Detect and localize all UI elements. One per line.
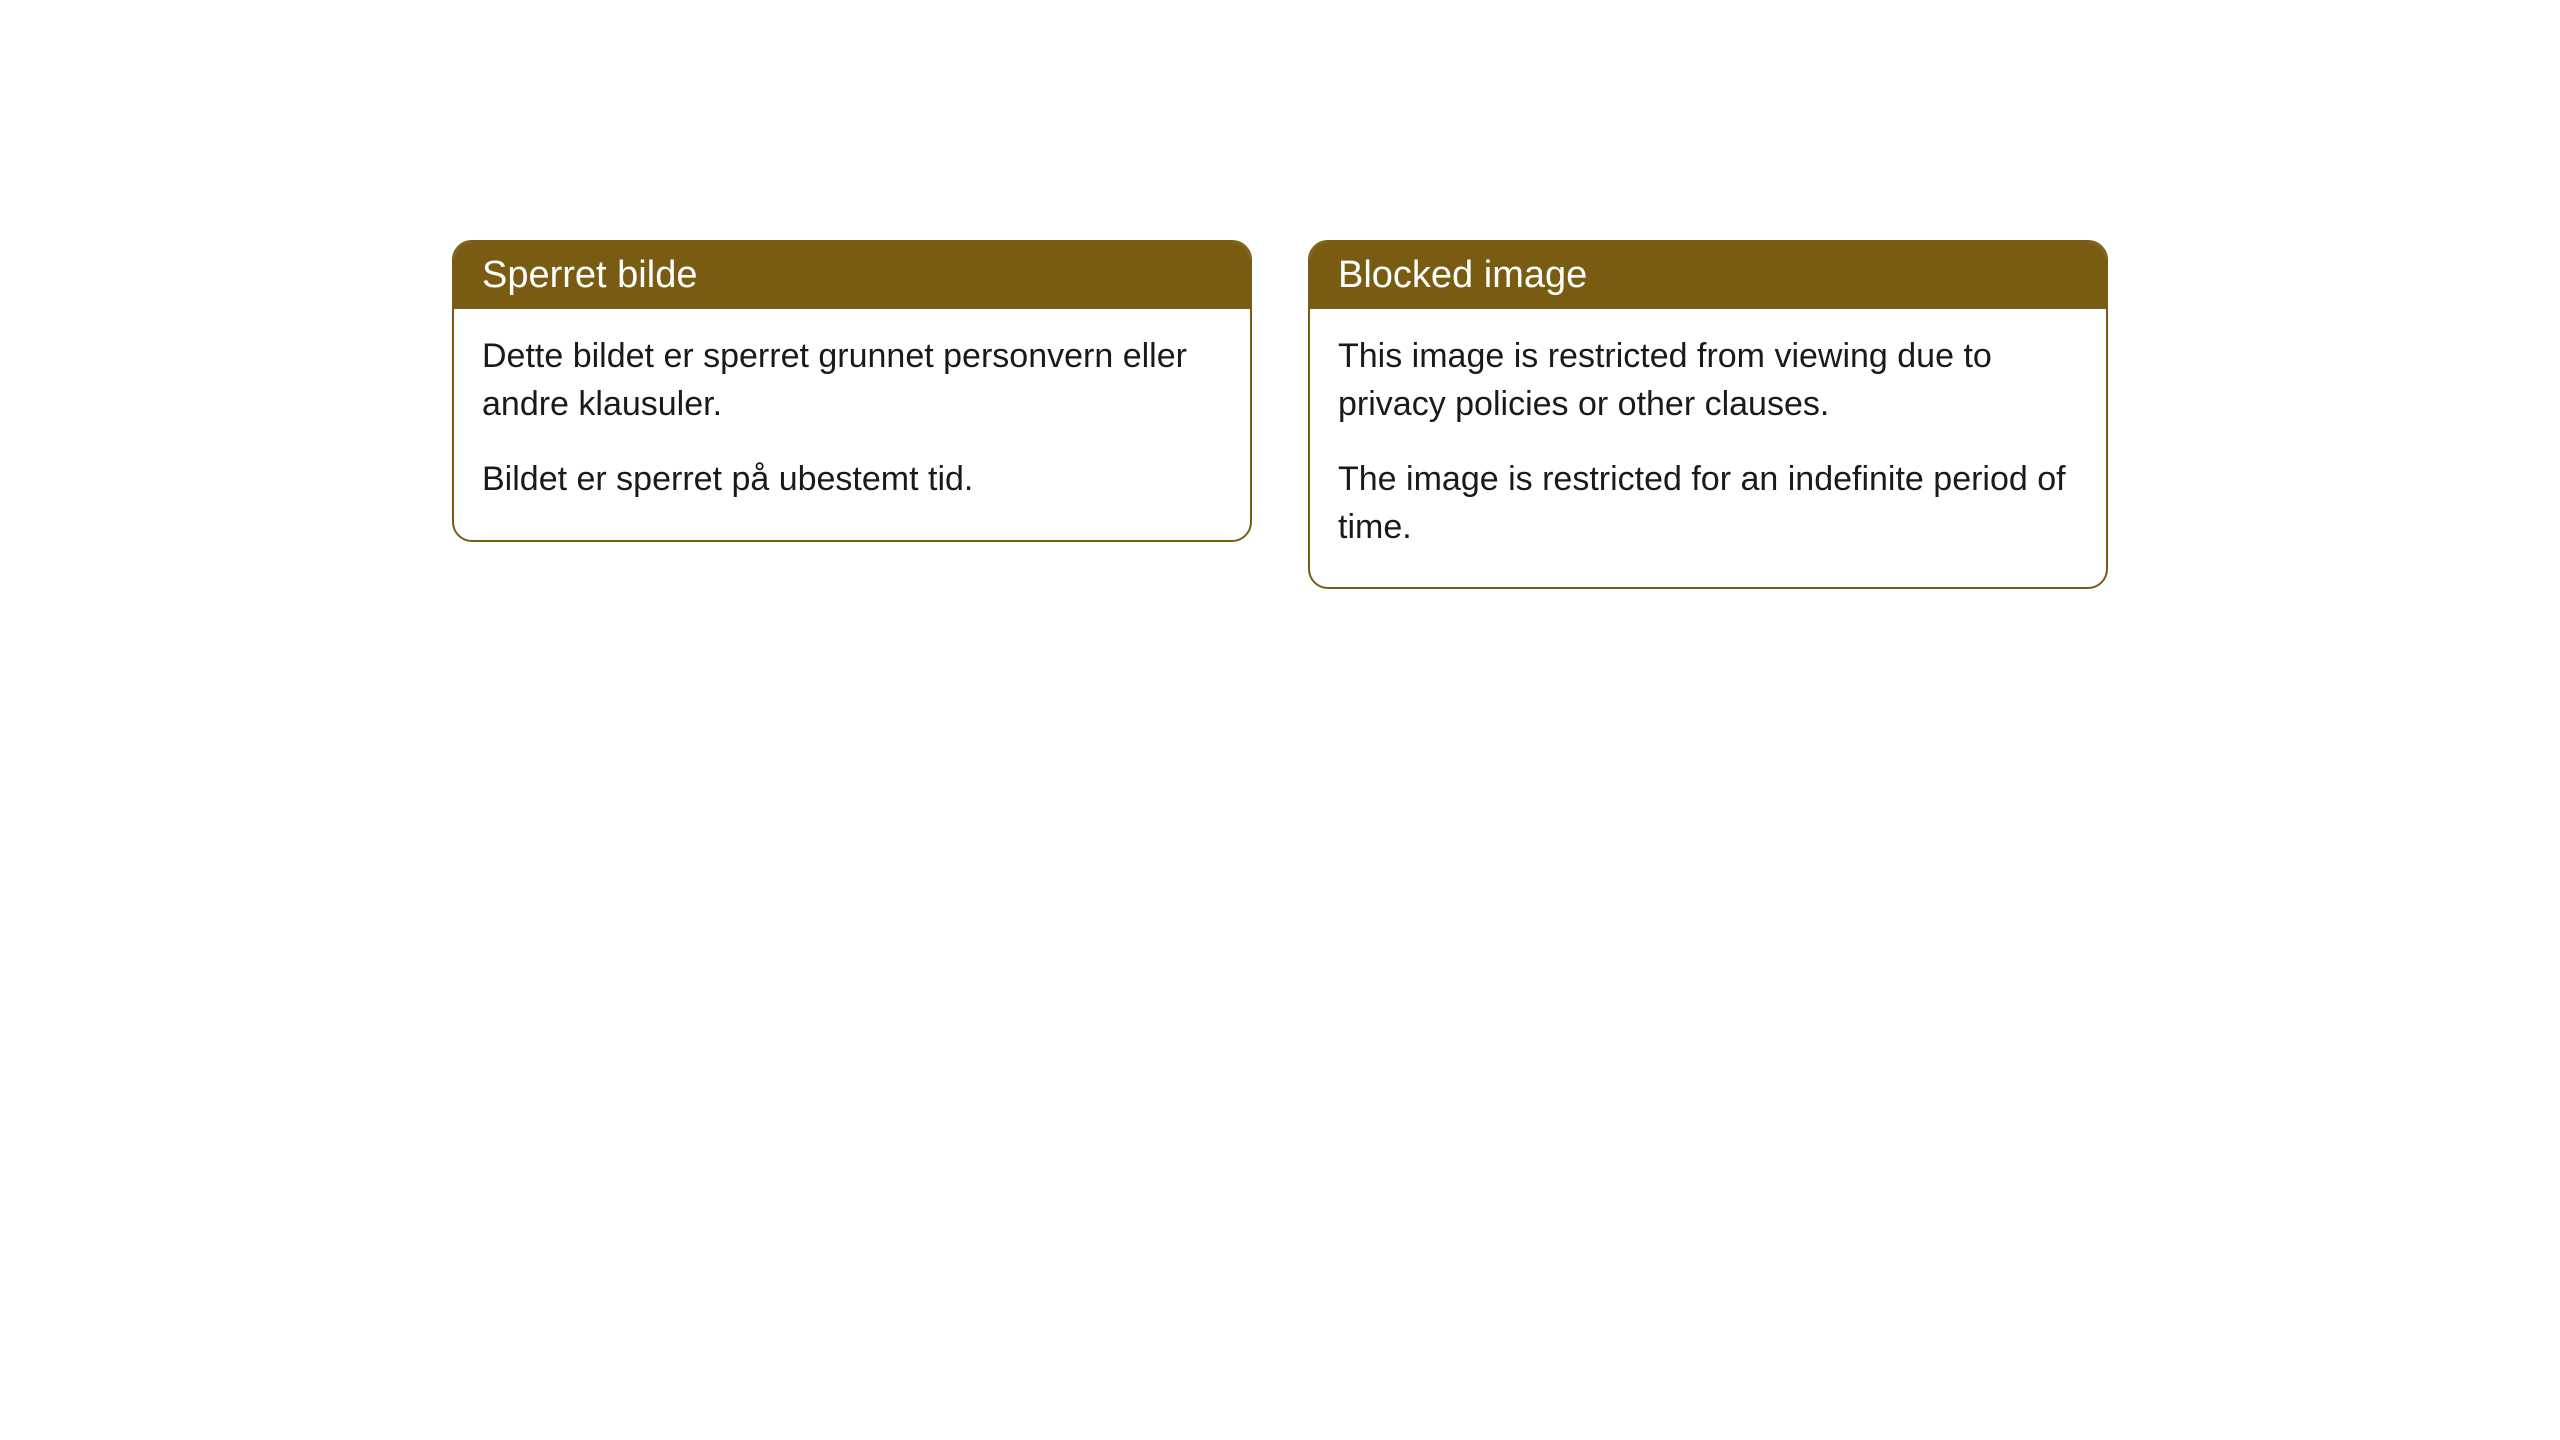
notice-cards-container: Sperret bilde Dette bildet er sperret gr… [452, 240, 2108, 1440]
card-text-english-2: The image is restricted for an indefinit… [1338, 456, 2078, 551]
card-text-norwegian-2: Bildet er sperret på ubestemt tid. [482, 456, 1222, 504]
blocked-image-card-norwegian: Sperret bilde Dette bildet er sperret gr… [452, 240, 1252, 542]
card-body-english: This image is restricted from viewing du… [1310, 309, 2106, 587]
card-text-norwegian-1: Dette bildet er sperret grunnet personve… [482, 333, 1222, 428]
card-header-english: Blocked image [1310, 242, 2106, 309]
card-header-norwegian: Sperret bilde [454, 242, 1250, 309]
card-text-english-1: This image is restricted from viewing du… [1338, 333, 2078, 428]
card-body-norwegian: Dette bildet er sperret grunnet personve… [454, 309, 1250, 540]
blocked-image-card-english: Blocked image This image is restricted f… [1308, 240, 2108, 589]
